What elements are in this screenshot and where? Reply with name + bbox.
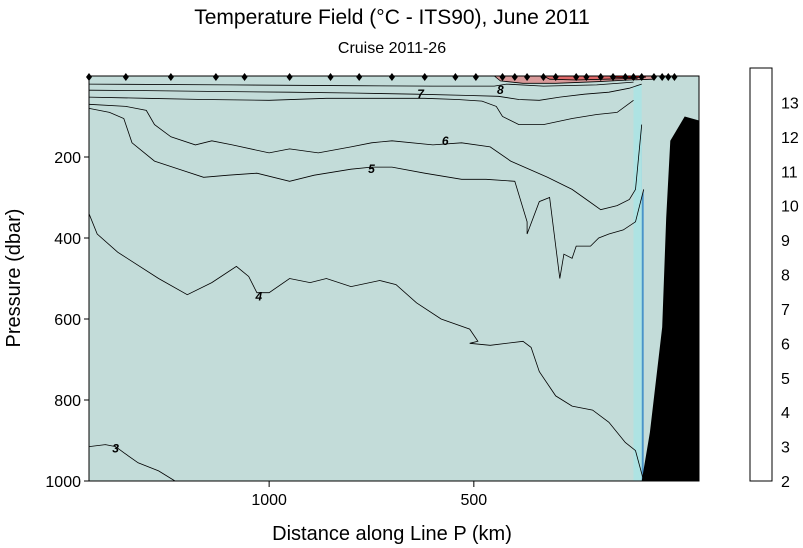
x-tick-label: 500 [460, 492, 487, 509]
colorbar-label: 12 [781, 130, 799, 147]
contour-line-5 [89, 108, 645, 279]
y-tick-label: 400 [54, 231, 81, 248]
isotherm-label: 5 [368, 162, 375, 176]
isotherm-label: 7 [417, 87, 425, 101]
station-marker [630, 73, 637, 81]
station-marker [499, 73, 506, 81]
contour-fill-9 [89, 82, 634, 481]
station-marker [671, 73, 678, 81]
colorbar-label: 10 [781, 199, 799, 216]
colorbar-label: 3 [781, 440, 790, 457]
station-marker [452, 73, 459, 81]
station-marker [638, 73, 645, 81]
y-tick-label: 800 [54, 393, 81, 410]
station-marker [540, 73, 547, 81]
isotherm-label: 4 [255, 290, 263, 304]
y-tick-label: 1000 [45, 474, 81, 491]
isotherm-label: 6 [442, 134, 449, 148]
contour-fills [89, 76, 654, 481]
x-axis-label: Distance along Line P (km) [272, 523, 512, 545]
station-marker [583, 73, 590, 81]
contour-line-7 [89, 96, 634, 125]
station-markers [86, 73, 678, 81]
station-marker [122, 73, 129, 81]
bathymetry-mask [641, 116, 699, 481]
isotherm-label: 3 [112, 442, 119, 456]
station-marker [622, 73, 629, 81]
station-marker [511, 73, 518, 81]
plot-area: 7 8 6 5 4 3 [86, 73, 700, 482]
station-marker [388, 73, 395, 81]
station-marker [597, 73, 604, 81]
y-tick-label: 200 [54, 150, 81, 167]
station-marker [610, 73, 617, 81]
contour-line-8 [89, 83, 642, 101]
contour-lines [89, 76, 655, 481]
station-marker [212, 73, 219, 81]
station-marker [286, 73, 293, 81]
contour-line-4 [89, 213, 645, 481]
contour-line-9 [89, 81, 634, 87]
station-marker [665, 73, 672, 81]
colorbar-label: 4 [781, 405, 790, 422]
y-axis: 200 400 600 800 1000 [45, 150, 89, 491]
contour-line-10 [494, 76, 655, 84]
contour-line-3 [89, 444, 176, 481]
colorbar-label: 6 [781, 336, 790, 353]
station-marker [241, 73, 248, 81]
station-marker [573, 73, 580, 81]
station-marker [356, 73, 363, 81]
colorbar-label: 11 [781, 164, 798, 181]
x-axis: 1000 500 [251, 481, 487, 509]
station-marker [524, 73, 531, 81]
colorbar-frame [749, 67, 773, 482]
chart-subtitle: Cruise 2011-26 [338, 40, 446, 57]
colorbar-label: 7 [781, 302, 790, 319]
contour-line-6 [89, 103, 643, 211]
colorbar-label: 13 [781, 95, 799, 112]
station-marker [659, 73, 666, 81]
y-tick-label: 600 [54, 312, 81, 329]
plot-frame [88, 75, 700, 482]
station-marker [167, 73, 174, 81]
station-marker [327, 73, 334, 81]
isotherm-label: 8 [497, 83, 504, 97]
station-marker [650, 73, 657, 81]
colorbar-label: 8 [781, 268, 790, 285]
colorbar-label: 9 [781, 233, 790, 250]
station-marker [421, 73, 428, 81]
isotherm-labels: 7 8 6 5 4 3 [112, 83, 504, 455]
colorbar-label: 5 [781, 371, 790, 388]
y-axis-label: Pressure (dbar) [3, 209, 25, 348]
station-marker [552, 73, 559, 81]
colorbar-label: 2 [781, 474, 790, 491]
chart-title: Temperature Field (°C - ITS90), June 201… [194, 6, 590, 29]
colorbar: 2 3 4 5 6 7 8 9 10 11 12 13 [749, 67, 799, 491]
station-marker [472, 73, 479, 81]
x-tick-label: 1000 [251, 492, 287, 509]
